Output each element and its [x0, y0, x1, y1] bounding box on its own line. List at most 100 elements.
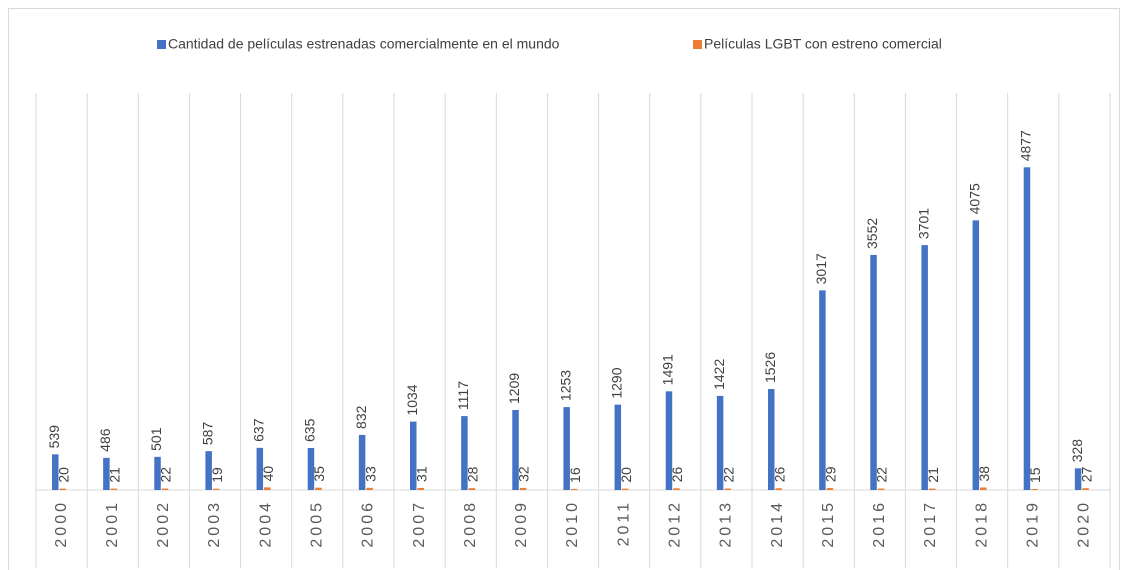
bar — [161, 488, 169, 490]
bar — [212, 488, 220, 490]
x-tick-label: 2016 — [871, 500, 888, 548]
x-tick-label: 2018 — [973, 500, 990, 548]
x-tick-label: 2012 — [667, 500, 684, 548]
data-label: 29 — [823, 466, 839, 482]
data-label: 22 — [874, 467, 890, 483]
bar — [417, 487, 424, 490]
bar — [264, 487, 271, 490]
bar — [366, 487, 373, 490]
data-label: 1491 — [660, 354, 676, 385]
x-tick-label: 2013 — [718, 500, 735, 548]
x-tick-label: 2003 — [206, 500, 223, 548]
bar — [52, 454, 59, 490]
bar — [461, 416, 468, 490]
bar — [972, 220, 980, 490]
x-tick-label: 2002 — [155, 500, 172, 548]
x-tick-label: 2000 — [53, 500, 70, 548]
bar — [512, 410, 519, 490]
data-label: 1290 — [609, 367, 625, 398]
data-label: 26 — [669, 466, 685, 482]
bar — [614, 404, 622, 490]
x-tick-label: 2011 — [615, 500, 632, 546]
bar — [307, 447, 315, 490]
data-label: 27 — [1078, 466, 1094, 482]
bar — [410, 421, 417, 490]
data-label: 20 — [618, 467, 634, 483]
data-label: 637 — [251, 418, 267, 442]
data-label: 4877 — [1018, 130, 1034, 161]
x-tick-label: 2020 — [1076, 500, 1093, 548]
data-label: 22 — [158, 467, 174, 483]
data-label: 539 — [46, 425, 62, 449]
data-label: 1253 — [557, 370, 573, 401]
bar — [1074, 468, 1082, 490]
bar — [921, 245, 928, 490]
data-label: 38 — [976, 466, 992, 482]
x-tick-label: 2001 — [104, 500, 121, 548]
bar — [358, 434, 366, 490]
bar — [716, 395, 724, 490]
x-tick-label: 2009 — [513, 500, 530, 548]
data-label: 35 — [311, 466, 327, 482]
bar — [1023, 167, 1031, 490]
x-tick-label: 2005 — [309, 500, 326, 548]
bar — [59, 488, 66, 490]
bar — [570, 488, 578, 490]
data-label: 1422 — [711, 359, 727, 390]
bar — [1031, 489, 1038, 490]
bar — [673, 488, 680, 490]
bar — [205, 451, 212, 490]
x-tick-label: 2015 — [820, 500, 837, 548]
data-label: 587 — [199, 422, 215, 446]
data-label: 20 — [55, 467, 71, 483]
data-label: 3017 — [813, 253, 829, 284]
data-label: 31 — [413, 466, 429, 482]
x-tick-label: 2019 — [1025, 500, 1042, 548]
bar — [928, 488, 936, 490]
data-label: 1526 — [762, 352, 778, 383]
data-label: 21 — [107, 467, 123, 483]
x-tick-label: 2010 — [564, 500, 581, 548]
x-tick-label: 2008 — [462, 500, 479, 548]
x-tick-label: 2017 — [922, 500, 939, 548]
legend-swatch — [157, 40, 166, 49]
data-label: 486 — [97, 428, 113, 452]
bar — [103, 457, 110, 490]
chart-border — [8, 8, 1120, 570]
data-label: 40 — [260, 466, 276, 482]
bar — [665, 391, 673, 490]
bar — [154, 456, 161, 490]
data-label: 328 — [1069, 439, 1085, 463]
legend-label: Cantidad de películas estrenadas comerci… — [168, 36, 560, 52]
data-label: 4075 — [967, 183, 983, 214]
x-tick-label: 2007 — [411, 500, 428, 548]
data-label: 635 — [302, 418, 318, 442]
bar — [826, 488, 834, 490]
data-label: 26 — [771, 466, 787, 482]
data-label: 16 — [567, 467, 583, 483]
data-label: 22 — [720, 467, 736, 483]
data-label: 1117 — [455, 381, 471, 410]
data-label: 15 — [1027, 467, 1043, 483]
x-tick-label: 2014 — [769, 500, 786, 548]
bar — [1082, 488, 1089, 490]
data-label: 32 — [516, 466, 532, 482]
data-label: 1209 — [506, 373, 522, 404]
bar — [256, 447, 264, 490]
data-label: 33 — [362, 466, 378, 482]
bar — [870, 254, 877, 490]
data-label: 501 — [148, 427, 164, 451]
bar — [519, 487, 527, 490]
bar — [877, 488, 885, 490]
legend-label: Películas LGBT con estreno comercial — [704, 36, 942, 52]
bar — [315, 487, 322, 490]
bar — [622, 488, 629, 490]
data-label: 1034 — [404, 384, 420, 415]
data-label: 19 — [209, 467, 225, 483]
bar — [724, 488, 731, 490]
bar — [110, 488, 118, 490]
data-label: 28 — [465, 466, 481, 482]
bar — [768, 389, 775, 490]
data-label: 21 — [925, 467, 941, 483]
